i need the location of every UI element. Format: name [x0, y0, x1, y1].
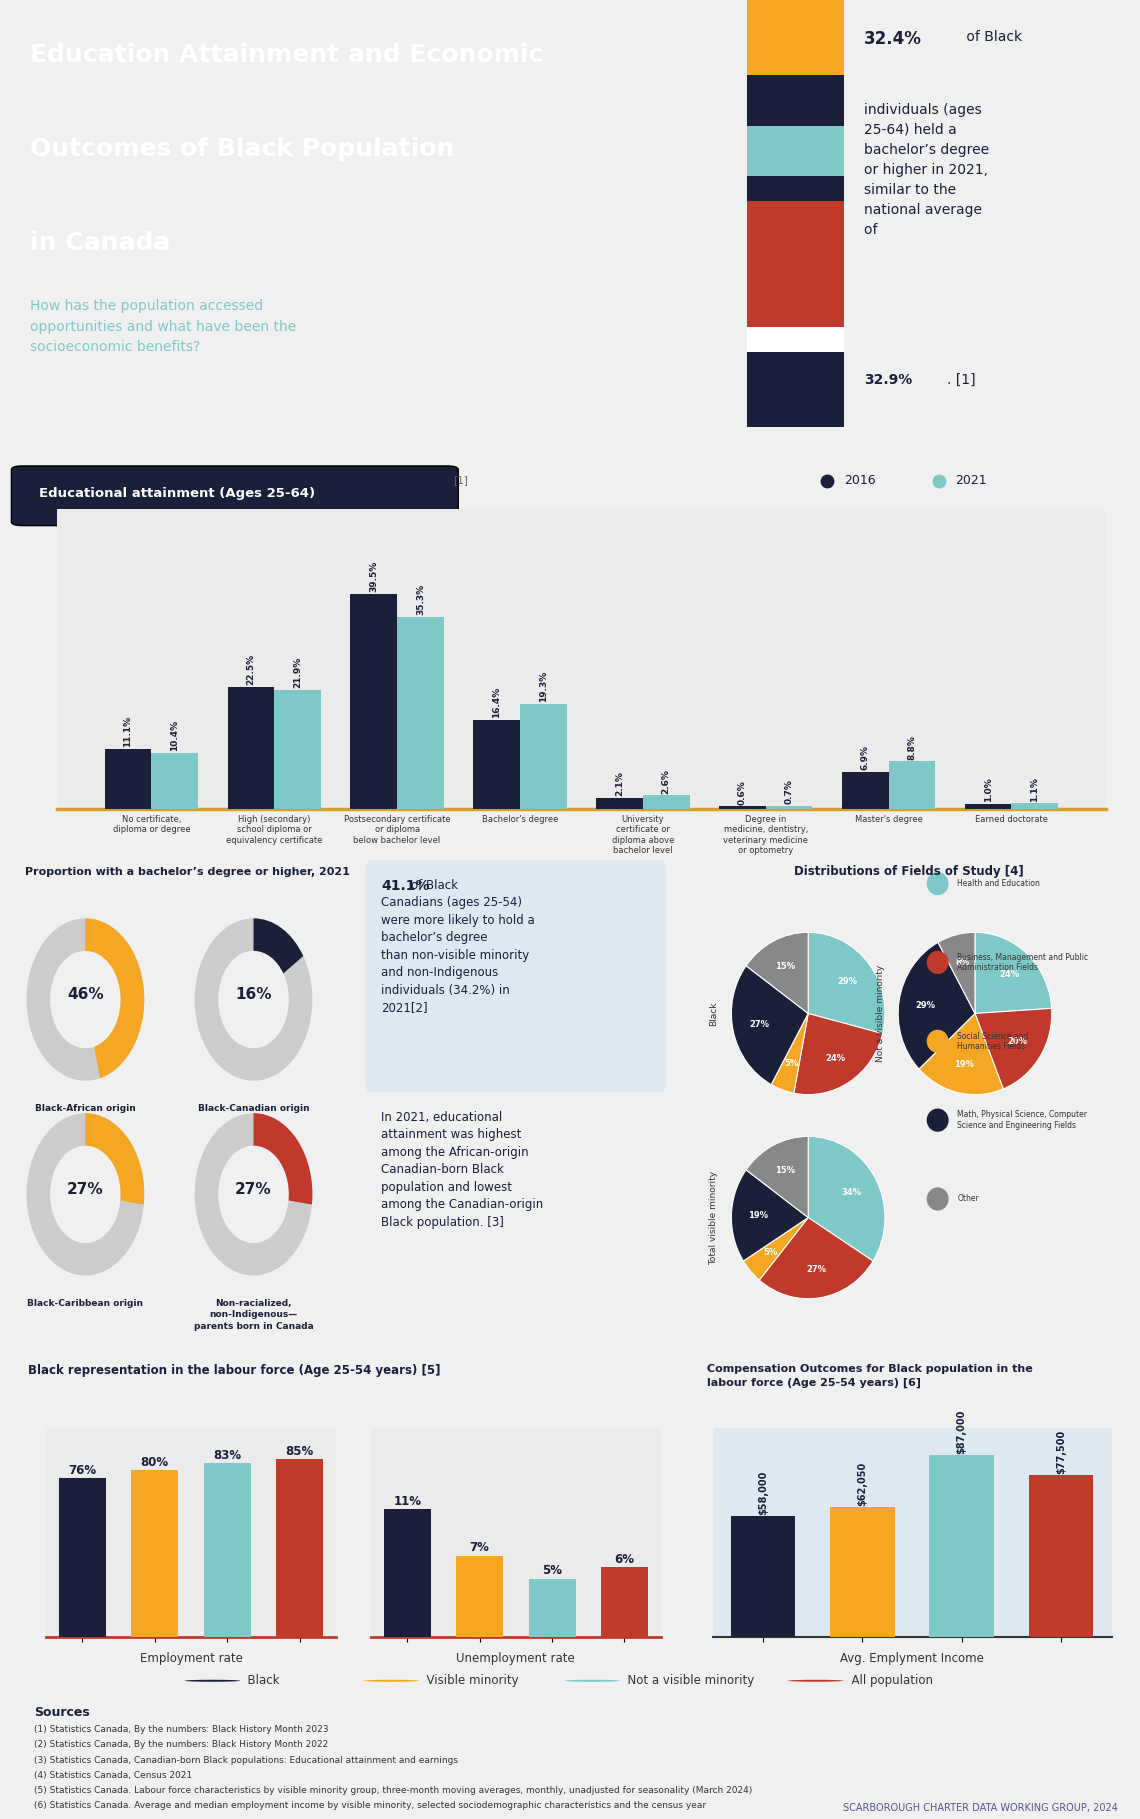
Text: Distributions of Fields of Study [4]: Distributions of Fields of Study [4]: [795, 866, 1024, 879]
Text: $77,500: $77,500: [1056, 1430, 1066, 1473]
Wedge shape: [975, 933, 1051, 1013]
Bar: [747, 0, 844, 25]
Wedge shape: [86, 1113, 145, 1204]
X-axis label: Avg. Emplyment Income: Avg. Emplyment Income: [840, 1652, 984, 1666]
Text: Black representation in the labour force (Age 25-54 years) [5]: Black representation in the labour force…: [28, 1364, 440, 1377]
Text: Education Attainment and Economic: Education Attainment and Economic: [30, 42, 544, 67]
Bar: [384, 1510, 431, 1637]
Text: How has the population accessed
opportunities and what have been the
socioeconom: How has the population accessed opportun…: [30, 298, 296, 355]
Text: Business, Management and Public
Administration Fields: Business, Management and Public Administ…: [958, 953, 1089, 971]
Text: 24%: 24%: [825, 1053, 845, 1062]
Bar: [643, 795, 690, 809]
Text: 16.4%: 16.4%: [492, 688, 502, 719]
Text: Total visible minority: Total visible minority: [709, 1170, 718, 1264]
Bar: [228, 686, 275, 809]
Text: 29%: 29%: [838, 977, 857, 986]
Bar: [830, 1508, 895, 1637]
Text: (6) Statistics Canada. Average and median employment income by visible minority,: (6) Statistics Canada. Average and media…: [34, 1801, 706, 1810]
Wedge shape: [746, 933, 808, 1013]
Bar: [747, 202, 844, 226]
Text: 0.6%: 0.6%: [738, 780, 747, 804]
Text: Not a visible minority: Not a visible minority: [877, 964, 885, 1062]
Text: 21.9%: 21.9%: [293, 657, 302, 688]
Text: 6.9%: 6.9%: [861, 746, 870, 769]
Text: 19%: 19%: [748, 1211, 768, 1221]
Text: 6%: 6%: [614, 1553, 635, 1566]
Text: 19%: 19%: [954, 1060, 974, 1070]
Wedge shape: [759, 1217, 873, 1299]
Text: 24%: 24%: [999, 971, 1019, 979]
Wedge shape: [938, 933, 975, 1013]
Bar: [747, 25, 844, 51]
Wedge shape: [195, 919, 312, 1080]
Text: 32.4%: 32.4%: [864, 29, 922, 47]
Circle shape: [185, 1679, 241, 1683]
Text: 80%: 80%: [140, 1455, 169, 1468]
Circle shape: [927, 951, 948, 973]
Bar: [766, 806, 813, 809]
X-axis label: Unemployment rate: Unemployment rate: [456, 1652, 576, 1666]
Text: Black: Black: [709, 1000, 718, 1026]
Wedge shape: [253, 1113, 312, 1204]
Bar: [747, 75, 844, 100]
Bar: [59, 1479, 106, 1637]
Text: [1]: [1]: [453, 475, 467, 486]
Text: 41.1%: 41.1%: [381, 879, 430, 893]
Text: 11.1%: 11.1%: [123, 717, 132, 748]
Wedge shape: [195, 1113, 312, 1275]
Bar: [929, 1455, 994, 1637]
Text: (3) Statistics Canada, Canadian-born Black populations: Educational attainment a: (3) Statistics Canada, Canadian-born Bla…: [34, 1755, 458, 1764]
Circle shape: [927, 1108, 948, 1131]
Text: 27%: 27%: [235, 1182, 271, 1197]
Text: 2016: 2016: [844, 475, 876, 487]
Text: of Black
Canadians (ages 25-54)
were more likely to hold a
bachelor’s degree
tha: of Black Canadians (ages 25-54) were mor…: [381, 879, 535, 1015]
Text: 76%: 76%: [68, 1464, 97, 1477]
Text: SCARBOROUGH CHARTER DATA WORKING GROUP, 2024: SCARBOROUGH CHARTER DATA WORKING GROUP, …: [842, 1803, 1117, 1814]
Text: 10.4%: 10.4%: [170, 720, 179, 751]
X-axis label: Employment rate: Employment rate: [139, 1652, 243, 1666]
Bar: [1011, 804, 1058, 809]
Text: Sources: Sources: [34, 1706, 90, 1719]
Text: . [1]: . [1]: [947, 373, 976, 387]
Bar: [601, 1568, 648, 1637]
Text: Proportion with a bachelor’s degree or higher, 2021: Proportion with a bachelor’s degree or h…: [25, 868, 350, 877]
Bar: [105, 749, 152, 809]
Wedge shape: [26, 1113, 145, 1275]
Text: of Black: of Black: [962, 29, 1023, 44]
Wedge shape: [808, 933, 885, 1033]
Text: Not a visible minority: Not a visible minority: [620, 1673, 755, 1688]
Text: In 2021, educational
attainment was highest
among the African-origin
Canadian-bo: In 2021, educational attainment was high…: [381, 1111, 544, 1230]
Circle shape: [788, 1679, 844, 1683]
Bar: [747, 100, 844, 126]
Circle shape: [927, 1030, 948, 1053]
Text: 8%: 8%: [955, 959, 970, 968]
Text: (2) Statistics Canada, By the numbers: Black History Month 2022: (2) Statistics Canada, By the numbers: B…: [34, 1741, 328, 1750]
Text: 27%: 27%: [749, 1020, 770, 1030]
Bar: [747, 126, 844, 151]
Bar: [456, 1555, 503, 1637]
Text: $62,050: $62,050: [857, 1462, 868, 1506]
Wedge shape: [771, 1013, 808, 1093]
Circle shape: [364, 1679, 420, 1683]
Text: $58,000: $58,000: [758, 1470, 768, 1515]
Bar: [350, 593, 397, 809]
Wedge shape: [975, 1008, 1052, 1090]
Text: 8.8%: 8.8%: [907, 735, 917, 760]
Text: 83%: 83%: [213, 1450, 242, 1462]
Text: in Canada: in Canada: [30, 231, 170, 255]
Text: Visible minority: Visible minority: [420, 1673, 519, 1688]
Circle shape: [564, 1679, 620, 1683]
Text: Educational attainment (Ages 25-64): Educational attainment (Ages 25-64): [39, 487, 316, 500]
Bar: [473, 720, 520, 809]
Text: 34%: 34%: [842, 1188, 862, 1197]
Text: Black-Canadian origin: Black-Canadian origin: [197, 1104, 309, 1113]
Bar: [747, 251, 844, 276]
Text: 29%: 29%: [915, 1000, 936, 1010]
Text: 27%: 27%: [806, 1266, 826, 1273]
Wedge shape: [732, 1170, 808, 1261]
Text: 2.6%: 2.6%: [661, 769, 670, 793]
Text: 27%: 27%: [67, 1182, 104, 1197]
Text: Black: Black: [241, 1673, 280, 1688]
Text: 15%: 15%: [775, 962, 796, 971]
Text: 32.9%: 32.9%: [864, 373, 913, 387]
